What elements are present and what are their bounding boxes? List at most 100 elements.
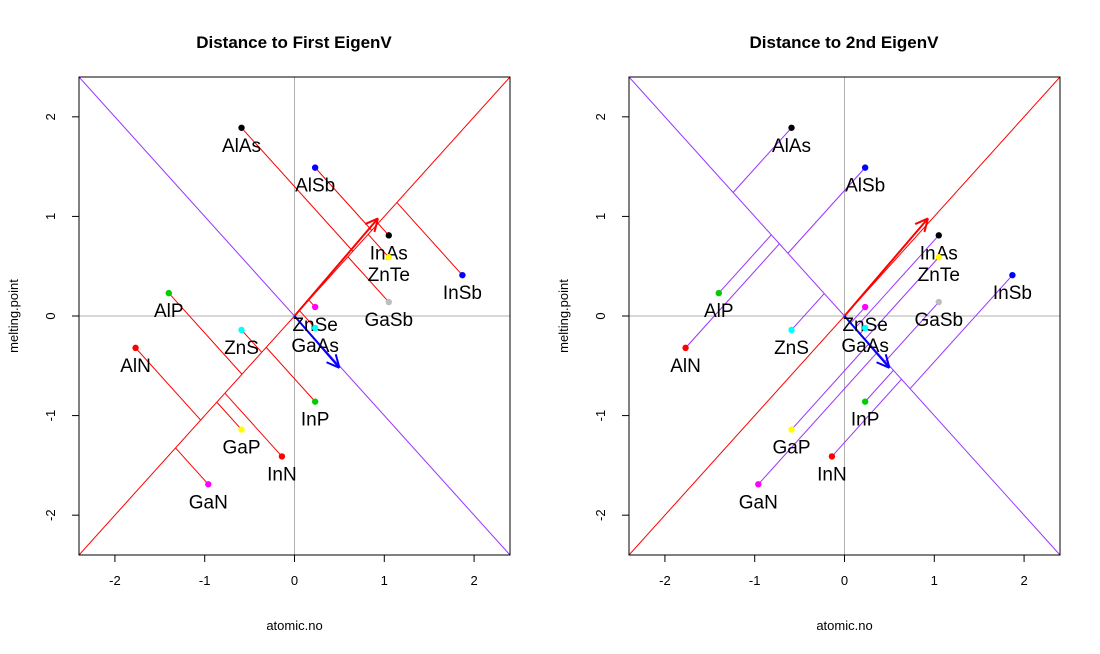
y-tick-label: 2 bbox=[593, 113, 608, 120]
point-alsb bbox=[311, 164, 319, 171]
point-label-aln: AlN bbox=[120, 356, 151, 377]
y-axis-label: melting.point bbox=[556, 279, 571, 353]
point-label-znte: ZnTe bbox=[368, 265, 410, 286]
point-label-gasb: GaSb bbox=[914, 310, 963, 331]
projection-segment-inn bbox=[224, 392, 283, 457]
point-gan bbox=[755, 481, 762, 488]
point-aln bbox=[682, 344, 689, 352]
point-gasb bbox=[935, 298, 942, 306]
point-label-insb: InSb bbox=[443, 283, 482, 304]
point-label-inas: InAs bbox=[370, 243, 408, 264]
chart-title: Distance to 2nd EigenV bbox=[750, 33, 940, 52]
point-gap bbox=[788, 426, 795, 433]
point-label-aln: AlN bbox=[670, 356, 701, 377]
y-tick-label: -1 bbox=[593, 410, 608, 422]
projection-segment-inas bbox=[854, 235, 940, 329]
x-tick-label: 2 bbox=[1020, 573, 1027, 588]
x-tick-label: -2 bbox=[109, 573, 121, 588]
point-label-gaas: GaAs bbox=[291, 336, 339, 357]
projection-segment-aln bbox=[685, 243, 780, 349]
projection-segment-gasb bbox=[347, 256, 390, 303]
second-eigenvector-arrow bbox=[293, 315, 341, 369]
point-inas bbox=[935, 232, 942, 239]
projection-segment-zns bbox=[241, 329, 263, 353]
point-gan bbox=[205, 481, 212, 488]
projection-segment-inn bbox=[831, 378, 902, 457]
point-gaas bbox=[861, 324, 869, 332]
point-label-gap: GaP bbox=[773, 438, 811, 459]
point-label-alsb: AlSb bbox=[295, 176, 335, 197]
y-tick-label: 1 bbox=[43, 213, 58, 220]
point-aln bbox=[132, 344, 139, 352]
projection-segment-gan bbox=[757, 352, 878, 485]
y-tick-label: -2 bbox=[593, 509, 608, 521]
point-alas bbox=[238, 124, 245, 131]
y-tick-label: 2 bbox=[43, 113, 58, 120]
projection-segment-gan bbox=[175, 447, 209, 485]
x-tick-label: -1 bbox=[199, 573, 211, 588]
x-tick-label: 0 bbox=[841, 573, 848, 588]
x-tick-label: -2 bbox=[659, 573, 671, 588]
point-gap bbox=[238, 426, 245, 433]
projection-segment-alsb bbox=[787, 167, 866, 254]
y-tick-label: 0 bbox=[43, 312, 58, 319]
point-label-insb: InSb bbox=[993, 283, 1032, 304]
x-axis-label: atomic.no bbox=[266, 618, 322, 633]
point-label-gap: GaP bbox=[223, 438, 261, 459]
projection-segment-znte bbox=[864, 256, 940, 340]
x-tick-label: 0 bbox=[291, 573, 298, 588]
y-tick-label: -2 bbox=[43, 509, 58, 521]
point-label-alsb: AlSb bbox=[845, 176, 885, 197]
point-label-inp: InP bbox=[851, 410, 880, 431]
point-insb bbox=[1009, 271, 1016, 279]
point-label-alas: AlAs bbox=[222, 136, 261, 157]
point-alp bbox=[715, 289, 722, 297]
x-axis-label: atomic.no bbox=[816, 618, 872, 633]
chart-panel-2: AlAsAlSbInAsZnTeInSbAlPZnSeGaSbZnSGaAsAl… bbox=[556, 33, 1061, 633]
point-label-gaas: GaAs bbox=[841, 336, 889, 357]
chart-panel-1: AlAsAlSbInAsZnTeInSbAlPZnSeGaSbZnSGaAsAl… bbox=[6, 33, 511, 633]
point-zns bbox=[788, 326, 795, 334]
point-inn bbox=[278, 453, 286, 460]
point-gaas bbox=[311, 324, 319, 332]
point-gasb bbox=[385, 298, 392, 306]
x-tick-label: 2 bbox=[470, 573, 477, 588]
point-label-gan: GaN bbox=[189, 492, 228, 513]
point-inas bbox=[385, 232, 392, 239]
first-eigenvector-arrow bbox=[293, 217, 379, 317]
point-label-zns: ZnS bbox=[224, 338, 259, 359]
x-tick-label: 1 bbox=[931, 573, 938, 588]
second-eigenvector-arrow bbox=[843, 315, 891, 369]
point-znse bbox=[311, 303, 319, 311]
point-alp bbox=[165, 289, 172, 297]
point-label-alp: AlP bbox=[704, 301, 734, 322]
projection-segment-insb bbox=[396, 202, 463, 276]
point-label-gan: GaN bbox=[739, 492, 778, 513]
point-label-zns: ZnS bbox=[774, 338, 809, 359]
projection-segment-znte bbox=[367, 234, 390, 258]
point-label-alas: AlAs bbox=[772, 136, 811, 157]
point-label-alp: AlP bbox=[154, 301, 184, 322]
projection-segment-aln bbox=[135, 347, 202, 421]
point-alas bbox=[788, 124, 795, 131]
point-label-gasb: GaSb bbox=[364, 310, 413, 331]
projection-segment-gap bbox=[791, 343, 870, 430]
y-tick-label: 0 bbox=[593, 312, 608, 319]
projection-segment-insb bbox=[909, 274, 1013, 390]
projection-segment-gasb bbox=[884, 301, 940, 362]
point-inp bbox=[311, 398, 319, 405]
plot-area bbox=[629, 77, 1060, 555]
plot-area bbox=[79, 77, 510, 555]
point-label-inp: InP bbox=[301, 410, 330, 431]
projection-segment-gap bbox=[216, 401, 242, 430]
projection-segment-alas bbox=[732, 127, 792, 193]
x-tick-label: -1 bbox=[749, 573, 761, 588]
point-label-inas: InAs bbox=[920, 243, 958, 264]
point-label-znte: ZnTe bbox=[918, 265, 960, 286]
chart-title: Distance to First EigenV bbox=[196, 33, 392, 52]
point-znte bbox=[935, 254, 942, 261]
y-tick-label: -1 bbox=[43, 410, 58, 422]
point-znte bbox=[385, 254, 392, 261]
y-axis-label: melting.point bbox=[6, 279, 21, 353]
